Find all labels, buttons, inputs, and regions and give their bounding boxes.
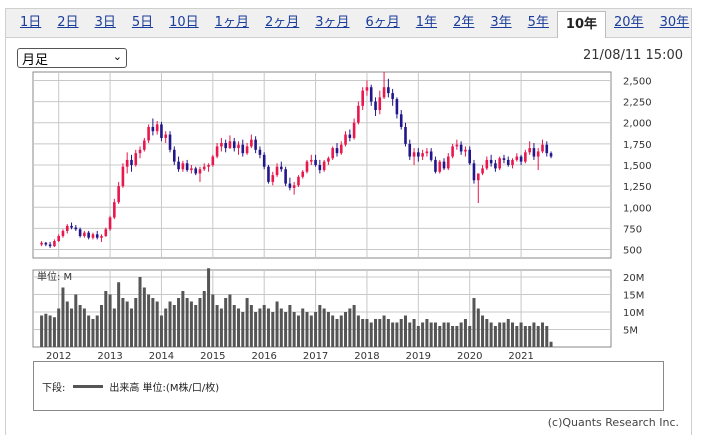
chart-legend: 下段: 出来高 単位:(M株/口/枚) — [33, 361, 664, 411]
interval-select[interactable]: 月足 ⌄ — [17, 48, 127, 68]
tab-11[interactable]: 3年 — [490, 15, 512, 30]
tab-1[interactable]: 2日 — [57, 15, 79, 30]
legend-volume-swatch — [73, 385, 104, 388]
tab-14[interactable]: 20年 — [614, 15, 644, 30]
tab-7[interactable]: 3ヶ月 — [315, 15, 350, 30]
legend-lower-label: 下段: — [42, 383, 66, 394]
tab-9[interactable]: 1年 — [415, 15, 438, 30]
tab-4[interactable]: 10日 — [169, 15, 199, 30]
tab-12[interactable]: 5年 — [527, 15, 549, 30]
chart-frame — [5, 38, 692, 435]
tab-8[interactable]: 6ヶ月 — [365, 15, 400, 30]
tab-5[interactable]: 1ヶ月 — [214, 15, 249, 30]
interval-select-value: 月足 — [22, 52, 49, 68]
copyright-credit: (c)Quants Research Inc. — [547, 416, 679, 429]
tab-15[interactable]: 30年 — [659, 15, 690, 30]
tab-6[interactable]: 2ヶ月 — [264, 15, 300, 30]
legend-row: 下段: 出来高 単位:(M株/口/枚) — [42, 379, 219, 394]
tab-3[interactable]: 5日 — [131, 15, 154, 30]
tab-10[interactable]: 2年 — [453, 15, 475, 30]
tab-2[interactable]: 3日 — [94, 15, 116, 30]
tab-0[interactable]: 1日 — [20, 15, 42, 30]
period-tabs: 1日 2日 3日 5日 10日 1ヶ月 2ヶ月 3ヶ月 6ヶ月 1年 2年 3年 5年 10年 20年 30年 — [5, 8, 692, 38]
tab-13[interactable]: 10年 — [556, 10, 607, 38]
chevron-down-icon: ⌄ — [112, 50, 122, 63]
legend-series-label: 出来高 単位:(M株/口/枚) — [109, 383, 220, 394]
last-update-datetime: 21/08/11 15:00 — [583, 48, 683, 63]
